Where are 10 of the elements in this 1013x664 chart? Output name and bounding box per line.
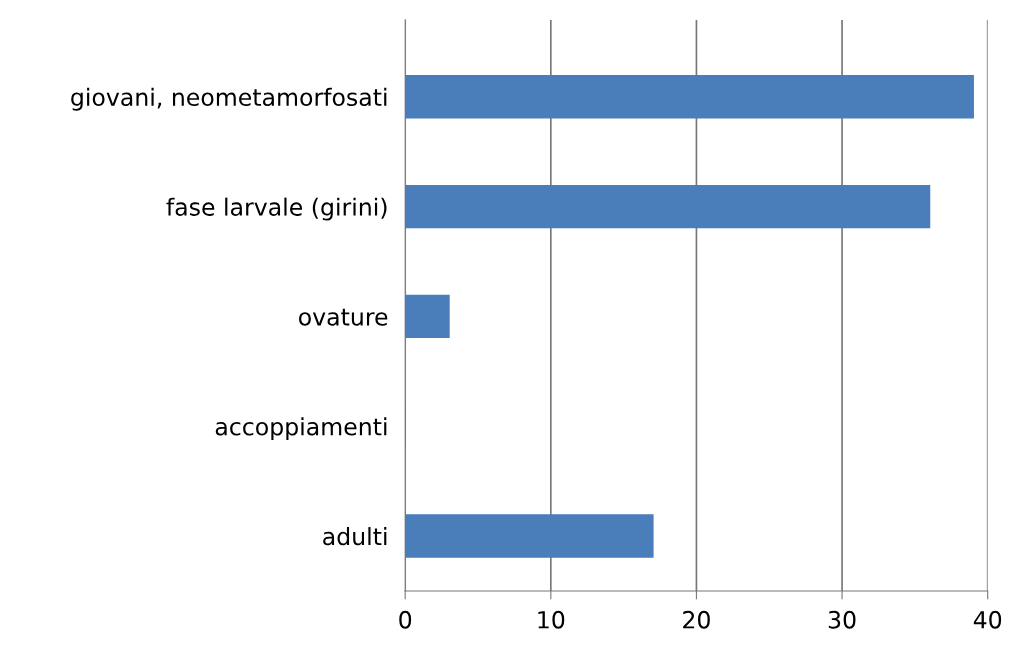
x-tick-label: 30 [828,610,856,629]
y-tick-label: fase larvale (girini) [166,197,387,221]
y-tick-label: ovature [299,308,388,326]
x-tick-label: 10 [538,610,565,629]
y-tick-label: adulti [323,527,387,546]
y-tick-label: accoppiamenti [215,417,387,441]
x-tick-label: 20 [683,610,710,629]
y-tick-label: giovani, neometamorfosati [71,87,387,111]
x-tick-label: 40 [973,610,1002,629]
x-tick-label: 0 [399,610,412,629]
